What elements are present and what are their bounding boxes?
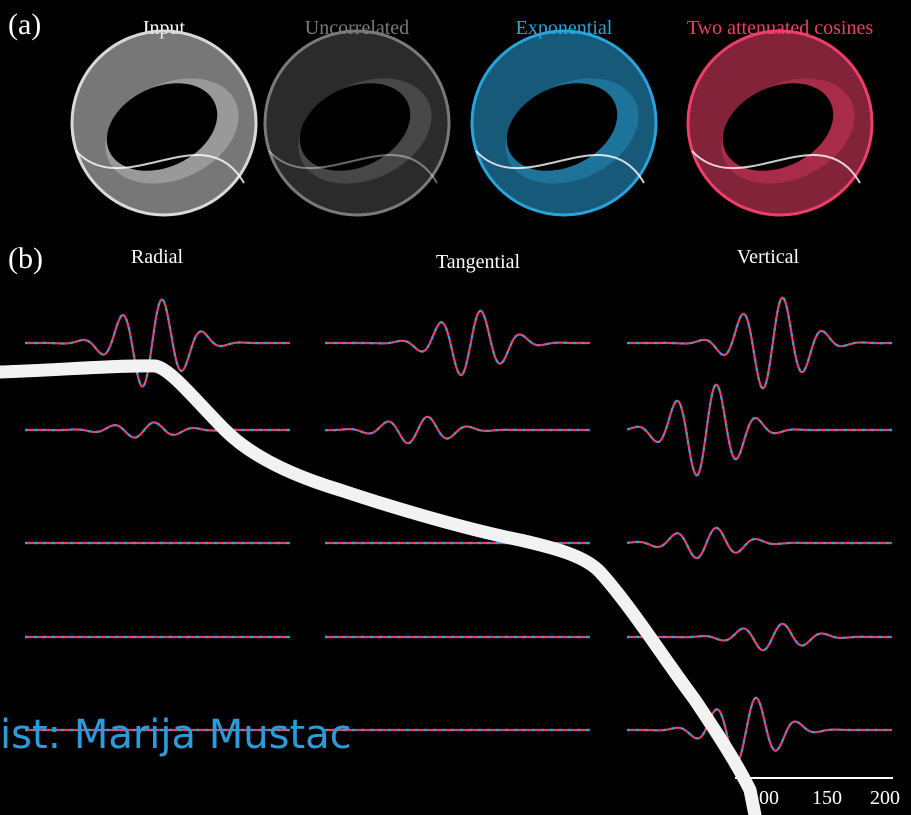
- trace-vertical-4: [627, 622, 892, 652]
- axis-tick-150: 150: [812, 787, 842, 809]
- trace-tangential-2: [325, 415, 590, 445]
- trace-vertical-1: [627, 296, 892, 390]
- ring-exponential: [470, 29, 658, 217]
- ring-hole-uncorrelated: [299, 83, 411, 171]
- ring-arc-two-cosines: [691, 150, 861, 184]
- ring-two-cosines: [686, 29, 874, 217]
- model-two-cosines: Two attenuated cosines: [687, 17, 874, 39]
- panel-b-label: (b): [8, 242, 43, 275]
- axis-tick-200: 200: [870, 787, 900, 809]
- component-title-tangential: Tangential: [436, 251, 521, 273]
- ring-input: [70, 29, 258, 217]
- ring-hole-exponential: [506, 83, 618, 171]
- ring-hole-input: [106, 83, 218, 171]
- trace-radial-2-overlay: [25, 421, 290, 439]
- ring-hole-two-cosines: [722, 83, 834, 171]
- trace-vertical-2: [626, 383, 892, 477]
- trace-vertical-5: [627, 696, 892, 764]
- artist-credit: ist: Marija Mustac: [0, 712, 352, 758]
- component-title-vertical: Vertical: [737, 246, 800, 268]
- component-title-radial: Radial: [131, 246, 184, 268]
- panel-a-label: (a): [8, 8, 41, 41]
- ring-arc-input: [75, 150, 245, 184]
- trace-tangential-1: [325, 309, 590, 377]
- trace-vertical-5-overlay: [627, 696, 892, 764]
- trace-vertical-3: [626, 526, 892, 560]
- ring-arc-uncorrelated: [268, 150, 438, 184]
- ring-uncorrelated: [263, 29, 451, 217]
- trace-radial-1: [25, 298, 290, 388]
- model-title-two-cosines: Two attenuated cosines: [687, 17, 874, 39]
- ring-arc-exponential: [475, 150, 645, 184]
- overlay-stroke: [0, 359, 762, 815]
